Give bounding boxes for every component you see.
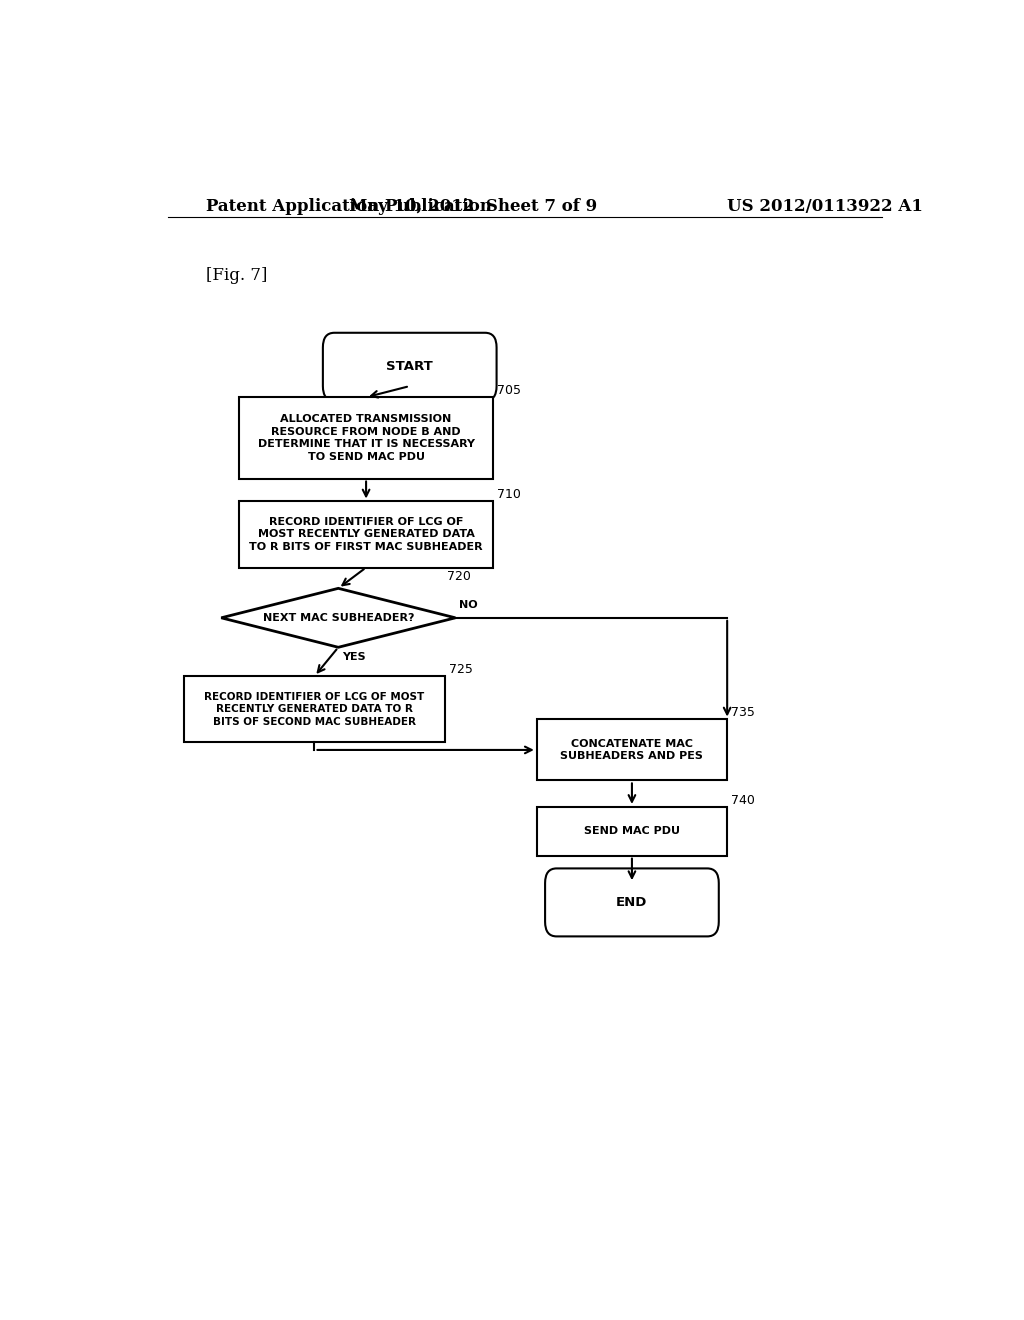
Bar xyxy=(239,397,493,479)
Text: May 10, 2012  Sheet 7 of 9: May 10, 2012 Sheet 7 of 9 xyxy=(349,198,597,215)
Bar xyxy=(537,719,727,780)
Text: 720: 720 xyxy=(447,570,471,583)
Text: 705: 705 xyxy=(497,384,521,397)
Polygon shape xyxy=(221,589,456,647)
Text: NO: NO xyxy=(460,599,478,610)
Text: START: START xyxy=(386,360,433,374)
Text: YES: YES xyxy=(342,652,366,663)
Text: 735: 735 xyxy=(731,706,755,719)
Text: [Fig. 7]: [Fig. 7] xyxy=(206,267,267,284)
FancyBboxPatch shape xyxy=(323,333,497,401)
Text: RECORD IDENTIFIER OF LCG OF MOST
RECENTLY GENERATED DATA TO R
BITS OF SECOND MAC: RECORD IDENTIFIER OF LCG OF MOST RECENTL… xyxy=(205,692,425,727)
Text: END: END xyxy=(616,896,647,909)
Text: 740: 740 xyxy=(731,793,755,807)
Text: Patent Application Publication: Patent Application Publication xyxy=(206,198,492,215)
Bar xyxy=(183,676,445,742)
Text: ALLOCATED TRANSMISSION
RESOURCE FROM NODE B AND
DETERMINE THAT IT IS NECESSARY
T: ALLOCATED TRANSMISSION RESOURCE FROM NOD… xyxy=(258,414,474,462)
Text: 725: 725 xyxy=(450,663,473,676)
Bar xyxy=(537,807,727,855)
Text: NEXT MAC SUBHEADER?: NEXT MAC SUBHEADER? xyxy=(262,612,414,623)
Text: RECORD IDENTIFIER OF LCG OF
MOST RECENTLY GENERATED DATA
TO R BITS OF FIRST MAC : RECORD IDENTIFIER OF LCG OF MOST RECENTL… xyxy=(249,517,483,552)
Text: CONCATENATE MAC
SUBHEADERS AND PES: CONCATENATE MAC SUBHEADERS AND PES xyxy=(560,739,703,762)
FancyBboxPatch shape xyxy=(545,869,719,936)
Text: SEND MAC PDU: SEND MAC PDU xyxy=(584,826,680,837)
Text: 710: 710 xyxy=(497,488,521,502)
Text: US 2012/0113922 A1: US 2012/0113922 A1 xyxy=(727,198,923,215)
Bar xyxy=(239,502,493,568)
